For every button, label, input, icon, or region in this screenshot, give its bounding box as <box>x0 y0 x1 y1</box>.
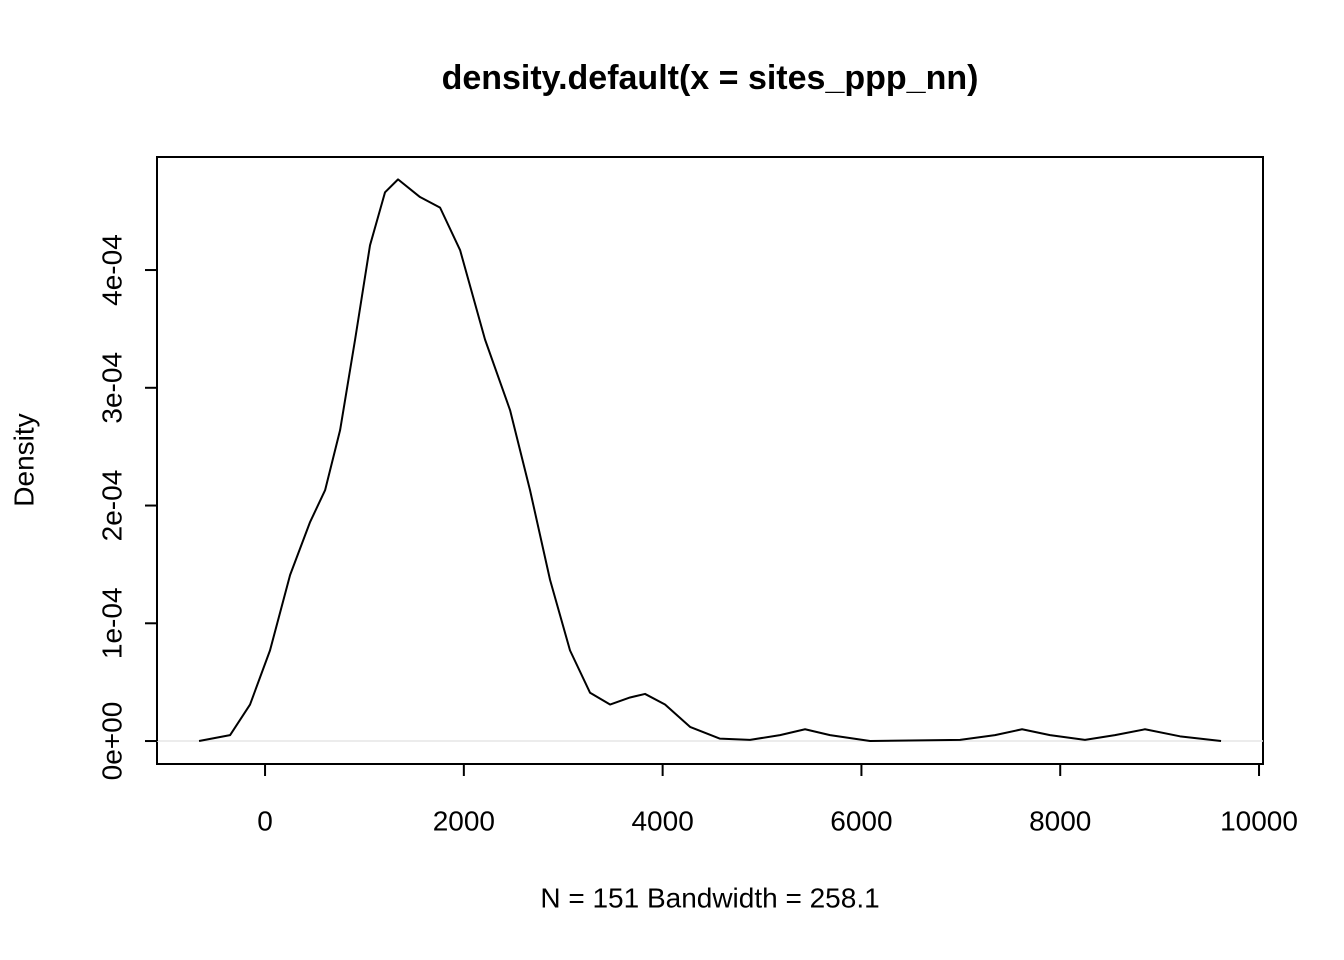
x-tick-label: 2000 <box>433 805 495 836</box>
y-tick-label: 1e-04 <box>96 587 127 659</box>
x-tick-label: 10000 <box>1220 805 1298 836</box>
x-tick-label: 0 <box>257 805 273 836</box>
x-tick-label: 6000 <box>830 805 892 836</box>
x-tick-label: 4000 <box>631 805 693 836</box>
x-tick-label: 8000 <box>1029 805 1091 836</box>
x-axis-label: N = 151 Bandwidth = 258.1 <box>540 882 879 913</box>
density-line <box>198 178 1222 743</box>
y-tick-label: 0e+00 <box>96 702 127 781</box>
y-tick-label: 4e-04 <box>96 234 127 306</box>
y-tick-label: 2e-04 <box>96 470 127 542</box>
y-axis-label: Density <box>8 413 39 506</box>
chart-title: density.default(x = sites_ppp_nn) <box>442 59 979 97</box>
y-tick-label: 3e-04 <box>96 352 127 424</box>
